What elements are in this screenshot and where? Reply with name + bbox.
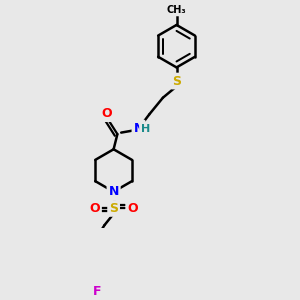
Text: S: S (109, 202, 118, 215)
Text: O: O (127, 202, 138, 215)
Text: S: S (172, 75, 181, 88)
Text: N: N (108, 185, 119, 198)
Text: CH₃: CH₃ (167, 5, 186, 15)
Text: O: O (101, 107, 112, 120)
Text: F: F (93, 285, 101, 298)
Text: O: O (89, 202, 100, 215)
Text: N: N (134, 122, 144, 135)
Text: H: H (141, 124, 150, 134)
